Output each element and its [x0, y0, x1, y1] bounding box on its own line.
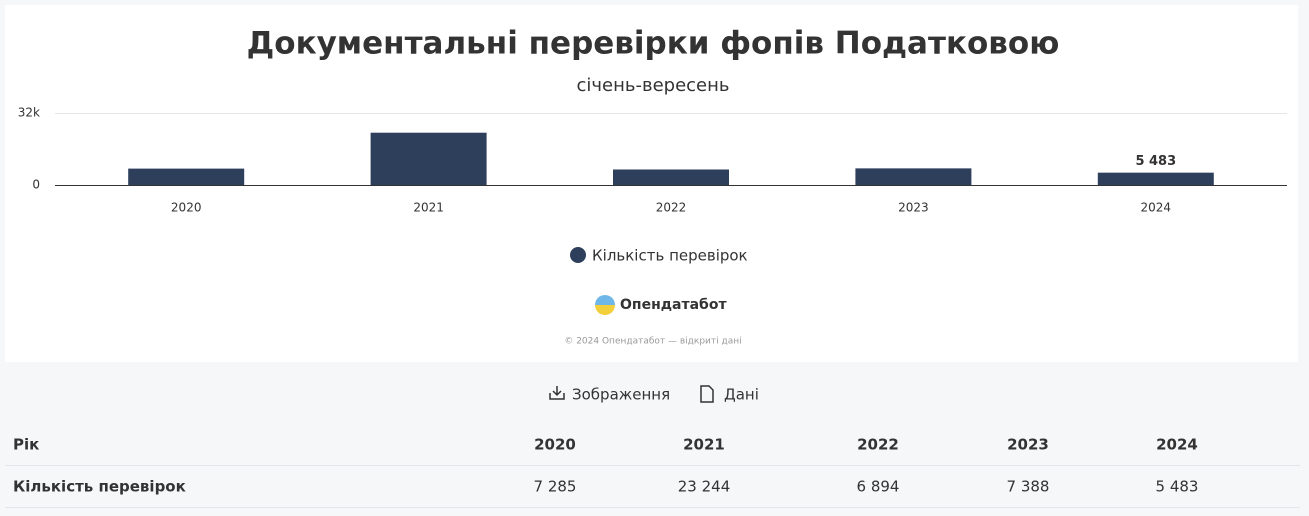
- header-cell: 2022: [857, 436, 899, 454]
- header-cell: 2021: [683, 436, 725, 454]
- table-cell: 7 285: [534, 478, 577, 496]
- table-cell: 5 483: [1156, 478, 1199, 496]
- logo-icon: [595, 295, 615, 315]
- icon: [549, 386, 565, 400]
- download-data[interactable]: Дані: [700, 385, 759, 404]
- bar: [613, 169, 729, 185]
- copyright: © 2024 Опендатабот — відкриті дані: [564, 337, 741, 347]
- x-tick-label: 2021: [413, 201, 444, 215]
- table-cell: 6 894: [857, 478, 900, 496]
- value-label: 5 483: [1135, 154, 1176, 169]
- legend-label: Кількість перевірок: [592, 247, 748, 265]
- chart-title: Документальні перевірки фопів Податковою: [247, 26, 1060, 62]
- bar: [370, 132, 487, 185]
- x-tick-label: 2020: [171, 201, 202, 215]
- x-tick-label: 2024: [1141, 201, 1172, 215]
- x-tick-label: 2022: [656, 201, 687, 215]
- header-cell: 2020: [534, 436, 576, 454]
- logo-text: Опендатабот: [620, 297, 727, 313]
- table-cell: 23 244: [678, 478, 731, 496]
- y-tick-label: 0: [32, 178, 40, 192]
- x-tick-label: 2023: [898, 201, 929, 215]
- header-cell: Рік: [13, 436, 39, 454]
- data-table: [5, 465, 1300, 508]
- icon: [700, 385, 714, 403]
- bar: [1097, 172, 1214, 185]
- button-label[interactable]: Зображення: [572, 386, 670, 404]
- button-label[interactable]: Дані: [724, 386, 759, 404]
- bar: [855, 168, 972, 185]
- download-image[interactable]: Зображення: [549, 386, 670, 404]
- y-tick-label: 32k: [18, 106, 40, 120]
- table-cell: 7 388: [1007, 478, 1050, 496]
- bar: [128, 168, 245, 185]
- chart-subtitle: січень-вересень: [576, 75, 729, 96]
- header-cell: 2023: [1007, 436, 1049, 454]
- logo: Опендатабот: [595, 295, 727, 315]
- legend-swatch: [570, 247, 586, 263]
- table-cell: Кількість перевірок: [13, 478, 186, 496]
- header-cell: 2024: [1156, 436, 1198, 454]
